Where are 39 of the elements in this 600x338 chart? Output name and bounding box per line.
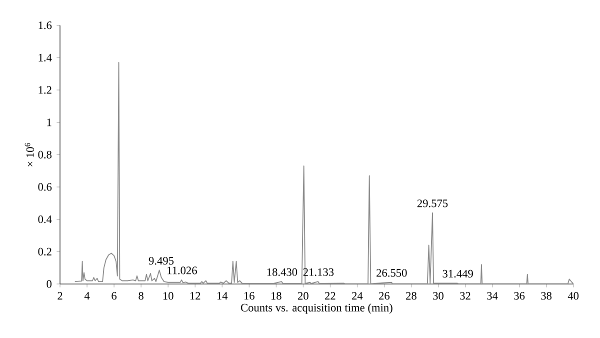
annotation: 31.449	[442, 270, 473, 278]
annotation: 29.575	[417, 200, 448, 208]
x-tick-label: 24	[352, 292, 363, 300]
x-tick-label: 40	[568, 292, 579, 300]
x-tick-label: 2	[58, 292, 62, 300]
y-tick-label: 0.6	[38, 183, 52, 191]
y-tick-label: 1.6	[38, 21, 52, 30]
y-tick-label: 1.2	[38, 86, 52, 94]
x-tick-label: 28	[406, 292, 416, 300]
annotation: 9.495	[148, 256, 174, 265]
x-tick-label: 26	[379, 292, 390, 300]
x-axis-title: Counts vs. acquisition time (min)	[240, 304, 392, 314]
x-tick-label: 38	[541, 292, 552, 300]
y-tick-label: 0.4	[38, 215, 52, 224]
line-series	[74, 62, 574, 284]
y-tick-label: 1	[47, 118, 52, 126]
x-tick-label: 6	[112, 292, 117, 300]
x-tick-label: 8	[138, 292, 144, 300]
x-tick-label: 34	[487, 292, 498, 300]
y-axis-title: × 10$^{6}$	[24, 142, 34, 166]
annotation: 21.133	[303, 268, 334, 276]
x-tick-label: 14	[217, 292, 228, 300]
x-tick-label: 16	[244, 292, 254, 300]
y-tick-label: 0.8	[38, 150, 52, 159]
x-tick-label: 32	[460, 292, 470, 300]
x-tick-label: 30	[433, 292, 444, 300]
annotation: 26.550	[376, 269, 407, 277]
y-tick-label: 0	[46, 280, 52, 288]
y-tick-label: 0.2	[38, 248, 52, 256]
x-tick-label: 20	[298, 292, 308, 300]
x-tick-label: 22	[325, 292, 336, 300]
x-tick-label: 36	[514, 292, 525, 300]
x-tick-label: 18	[271, 292, 282, 300]
x-tick-label: 12	[190, 292, 200, 300]
y-tick-label: 1.4	[38, 54, 52, 62]
annotation: 18.430	[267, 268, 298, 276]
annotation: 11.026	[168, 266, 197, 274]
x-tick-label: 10	[163, 292, 174, 300]
x-tick-label: 4	[84, 292, 90, 300]
